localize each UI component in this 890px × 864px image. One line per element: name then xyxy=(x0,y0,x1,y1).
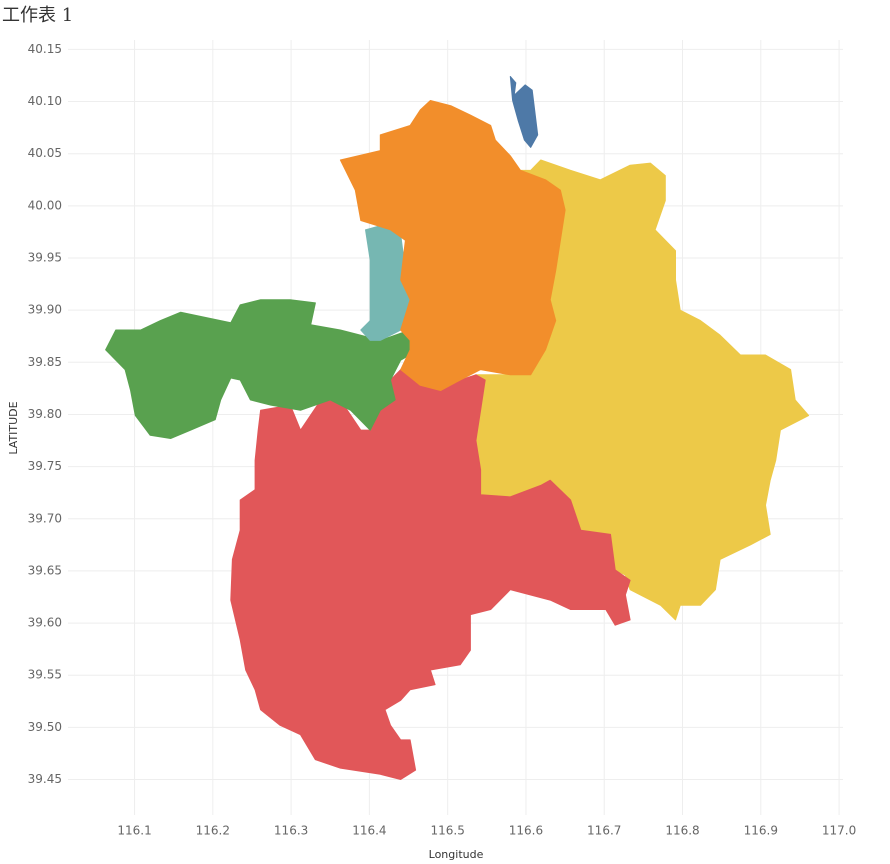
y-tick-label: 39.95 xyxy=(28,251,62,265)
x-tick-label: 116.8 xyxy=(665,824,699,838)
y-tick-label: 39.85 xyxy=(28,355,62,369)
y-axis-label: LATITUDE xyxy=(7,401,20,454)
y-tick-label: 40.05 xyxy=(28,146,62,160)
x-tick-label: 116.2 xyxy=(196,824,230,838)
y-tick-label: 40.10 xyxy=(28,94,62,108)
region xyxy=(105,299,427,439)
y-tick-label: 39.90 xyxy=(28,303,62,317)
y-tick-label: 39.65 xyxy=(28,563,62,577)
y-tick-label: 40.15 xyxy=(28,42,62,56)
x-tick-label: 116.3 xyxy=(274,824,308,838)
y-tick-label: 39.60 xyxy=(28,616,62,630)
region xyxy=(509,76,539,148)
x-tick-label: 116.5 xyxy=(430,824,464,838)
chart-title: 工作表 1 xyxy=(2,5,73,26)
y-tick-label: 39.45 xyxy=(28,772,62,786)
x-tick-label: 116.6 xyxy=(509,824,543,838)
region xyxy=(339,100,566,391)
y-tick-label: 39.75 xyxy=(28,459,62,473)
y-tick-label: 39.70 xyxy=(28,511,62,525)
y-tick-label: 39.50 xyxy=(28,720,62,734)
x-axis-label: Longitude xyxy=(429,848,484,860)
x-tick-label: 116.7 xyxy=(587,824,621,838)
x-tick-label: 117.0 xyxy=(822,824,856,838)
x-tick-label: 116.4 xyxy=(352,824,386,838)
x-tick-label: 116.1 xyxy=(117,824,151,838)
x-tick-label: 116.9 xyxy=(744,824,778,838)
y-tick-label: 39.80 xyxy=(28,407,62,421)
y-tick-label: 39.55 xyxy=(28,668,62,682)
y-tick-label: 40.00 xyxy=(28,198,62,212)
